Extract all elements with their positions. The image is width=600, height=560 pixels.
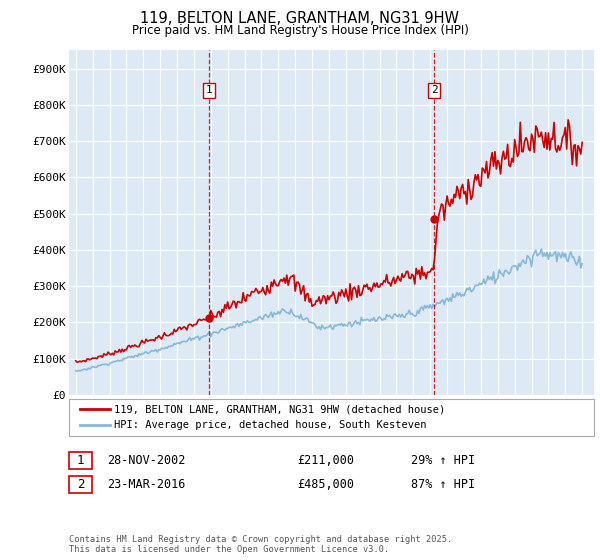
Text: 119, BELTON LANE, GRANTHAM, NG31 9HW: 119, BELTON LANE, GRANTHAM, NG31 9HW bbox=[140, 11, 460, 26]
Text: 1: 1 bbox=[206, 85, 212, 95]
Text: Contains HM Land Registry data © Crown copyright and database right 2025.
This d: Contains HM Land Registry data © Crown c… bbox=[69, 535, 452, 554]
Text: HPI: Average price, detached house, South Kesteven: HPI: Average price, detached house, Sout… bbox=[114, 421, 427, 431]
Text: 1: 1 bbox=[77, 454, 84, 467]
Text: £485,000: £485,000 bbox=[297, 478, 354, 491]
Text: 87% ↑ HPI: 87% ↑ HPI bbox=[411, 478, 475, 491]
Text: 28-NOV-2002: 28-NOV-2002 bbox=[107, 454, 185, 467]
Text: £211,000: £211,000 bbox=[297, 454, 354, 467]
Text: 2: 2 bbox=[77, 478, 84, 491]
Text: 23-MAR-2016: 23-MAR-2016 bbox=[107, 478, 185, 491]
Text: 29% ↑ HPI: 29% ↑ HPI bbox=[411, 454, 475, 467]
Text: Price paid vs. HM Land Registry's House Price Index (HPI): Price paid vs. HM Land Registry's House … bbox=[131, 24, 469, 36]
Text: 119, BELTON LANE, GRANTHAM, NG31 9HW (detached house): 119, BELTON LANE, GRANTHAM, NG31 9HW (de… bbox=[114, 404, 445, 414]
Text: 2: 2 bbox=[431, 85, 437, 95]
